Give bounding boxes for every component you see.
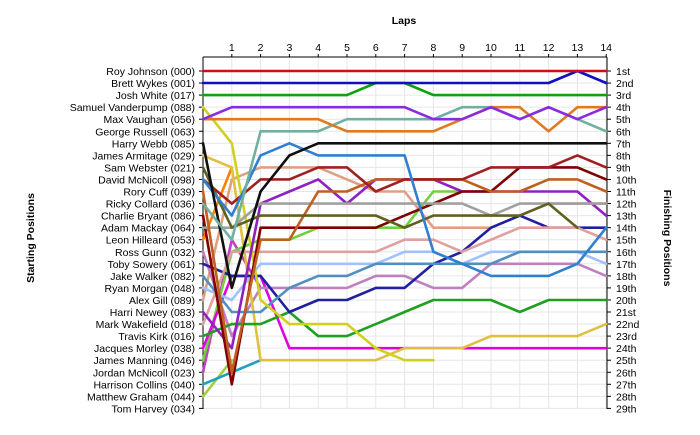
start-label: Roy Johnson (000) [106,66,195,78]
start-label: Mark Wakefield (018) [96,319,195,331]
start-label: Jake Walker (082) [110,271,195,283]
start-label: James Manning (046) [93,355,195,367]
finish-label: 27th [616,379,637,391]
finish-label: 14th [616,223,637,235]
finish-label: 11th [616,187,636,199]
x-tick-label: 4 [315,42,321,54]
x-tick-label: 8 [430,42,436,54]
finish-label: 2nd [616,78,634,90]
starting-position-labels: Roy Johnson (000)Brett Wykes (001)Josh W… [70,66,195,415]
start-label: Alex Gill (089) [129,295,195,307]
series-lines [201,69,608,398]
x-tick-label: 9 [459,42,465,54]
series-line [201,154,608,362]
series-line [201,214,608,314]
start-label: Josh White (017) [116,90,195,102]
finish-label: 21st [616,307,636,319]
finish-label: 16th [616,247,637,259]
series-line [201,298,608,338]
start-label: Adam Mackay (064) [101,223,195,235]
start-label: Tom Harvey (034) [112,403,195,415]
finish-label: 5th [616,114,631,126]
x-tick-label: 10 [485,42,497,54]
series-line [201,142,608,278]
series-line [201,105,608,133]
x-tick-label: 11 [514,42,525,54]
finish-label: 13th [616,211,637,223]
x-tick-label: 7 [402,42,408,54]
series-line [201,69,608,85]
start-label: Max Vaughan (056) [104,114,195,126]
x-tick-label: 6 [373,42,379,54]
finish-label: 12th [616,199,637,211]
start-label: Harri Newey (083) [110,307,195,319]
finish-label: 25th [616,355,637,367]
series-line [201,142,608,290]
start-label: Travis Kirk (016) [118,331,195,343]
x-tick-label: 13 [572,42,584,54]
finish-label: 6th [616,126,631,138]
finish-label: 23rd [616,331,637,343]
series-line [201,166,579,229]
finish-label: 9th [616,162,631,174]
finish-label: 18th [616,271,637,283]
start-label: Toby Sowery (061) [107,259,195,271]
finish-label: 17th [616,259,637,271]
x-tick-labels: 1 2 3 4 5 6 7 8 9 10 11 12 13 14 [229,42,612,54]
x-tick-label: 5 [344,42,350,54]
start-label: George Russell (063) [95,126,195,138]
start-label: Harry Webb (085) [112,138,195,150]
finish-label: 8th [616,150,631,162]
start-label: Jacques Morley (038) [94,343,195,355]
start-label: Charlie Bryant (086) [101,211,195,223]
y-axis-left-title: Starting Positions [25,193,37,283]
finish-label: 28th [616,391,637,403]
chart-title: Laps [392,15,417,27]
start-label: Matthew Graham (044) [87,391,195,403]
x-tick-label: 3 [286,42,292,54]
x-tick-label: 1 [229,42,235,54]
finish-label: 4th [616,102,631,114]
start-label: Rory Cuff (039) [123,187,195,199]
start-label: James Armitage (029) [92,150,195,162]
y-axis-right-title: Finishing Positions [661,190,673,287]
start-label: Ricky Collard (036) [106,199,195,211]
start-label: David McNicoll (098) [98,174,195,186]
start-label: Harrison Collins (040) [93,379,195,391]
finish-label: 29th [616,403,637,415]
start-label: Ryan Morgan (048) [105,283,195,295]
start-label: Jordan McNicoll (023) [93,367,195,379]
start-label: Samuel Vanderpump (088) [70,102,195,114]
series-line [201,250,608,314]
start-label: Leon Hilleard (053) [106,235,195,247]
finish-label: 22nd [616,319,640,331]
finish-label: 15th [616,235,637,247]
finish-label: 24th [616,343,637,355]
x-tick-label: 2 [258,42,264,54]
axes [199,54,611,409]
series-line [201,202,608,229]
finish-label: 20th [616,295,637,307]
x-tick-label: 14 [600,42,612,54]
finishing-position-labels: 1st2nd3rd4th5th6th7th8th9th10th11th12th1… [616,66,640,415]
finish-label: 3rd [616,90,631,102]
finish-label: 10th [616,174,637,186]
finish-label: 1st [616,66,630,78]
series-line [201,105,608,121]
start-label: Sam Webster (021) [104,162,195,174]
finish-label: 26th [616,367,637,379]
start-label: Ross Gunn (032) [115,247,195,259]
series-line [201,226,608,326]
finish-label: 7th [616,138,631,150]
x-tick-label: 12 [543,42,555,54]
start-label: Brett Wykes (001) [111,78,195,90]
finish-label: 19th [616,283,637,295]
